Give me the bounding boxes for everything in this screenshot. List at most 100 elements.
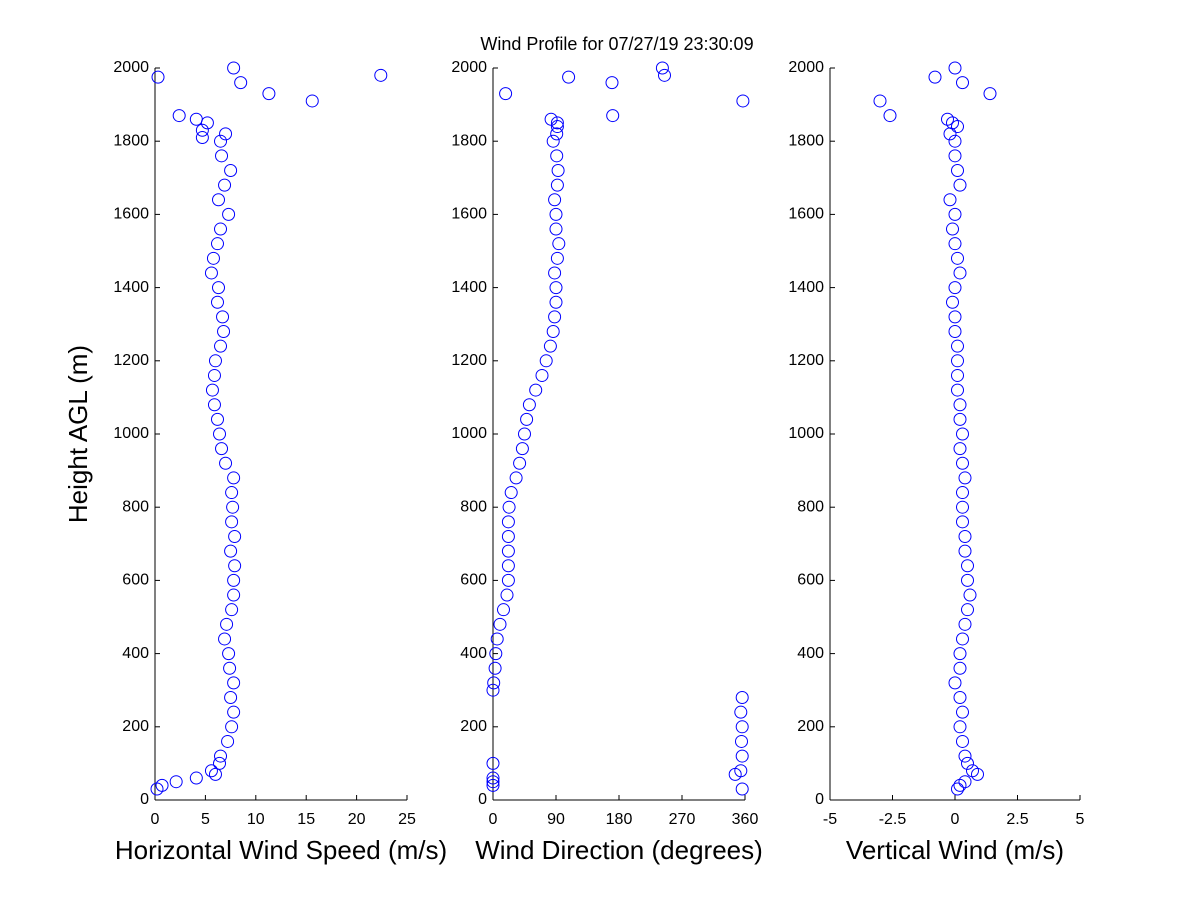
data-point — [501, 544, 515, 558]
chart-title: Wind Profile for 07/27/19 23:30:09 — [480, 34, 753, 54]
data-point — [497, 603, 510, 617]
data-point — [224, 544, 238, 558]
data-point — [262, 87, 276, 101]
data-point — [513, 456, 527, 470]
data-point — [222, 207, 236, 221]
data-point — [501, 515, 515, 529]
data-point — [486, 778, 500, 792]
y-tick-label: 1400 — [451, 279, 487, 296]
data-point — [189, 771, 203, 785]
x-tick-label: 90 — [547, 811, 565, 828]
x-axis-label: Wind Direction (degrees) — [475, 835, 763, 865]
y-tick-label: 1600 — [113, 206, 149, 223]
data-point — [948, 325, 962, 339]
data-point — [502, 500, 516, 514]
data-point — [953, 442, 967, 456]
data-point — [227, 705, 241, 719]
data-point — [953, 178, 967, 192]
data-point — [205, 383, 219, 397]
data-point — [956, 632, 969, 646]
y-tick-label: 0 — [478, 791, 487, 808]
data-point — [223, 661, 237, 675]
data-point — [204, 266, 218, 280]
data-point — [951, 782, 964, 796]
y-tick-label: 2000 — [788, 59, 824, 76]
x-tick-label: 270 — [669, 811, 696, 828]
y-tick-label: 1400 — [113, 279, 149, 296]
y-tick-label: 800 — [797, 498, 824, 515]
data-point — [214, 749, 228, 763]
data-point — [544, 112, 558, 126]
data-point — [214, 222, 228, 236]
data-point — [151, 70, 165, 84]
x-tick-label: 2.5 — [1006, 811, 1028, 828]
x-tick-label: 10 — [247, 811, 265, 828]
data-point — [562, 70, 576, 84]
data-point — [961, 559, 974, 573]
y-tick-label: 600 — [797, 572, 824, 589]
data-point — [958, 775, 972, 789]
data-point — [958, 617, 972, 631]
data-point — [493, 617, 507, 631]
data-point — [216, 310, 230, 324]
data-point — [217, 325, 231, 339]
data-point — [225, 720, 239, 734]
y-tick-label: 2000 — [113, 59, 149, 76]
data-point — [606, 109, 620, 123]
x-tick-label: 5 — [1076, 811, 1085, 828]
x-tick-label: 5 — [201, 811, 210, 828]
data-point — [956, 76, 969, 90]
data-point — [486, 775, 500, 789]
y-tick-label: 1800 — [451, 132, 487, 149]
data-point — [224, 691, 238, 705]
data-point — [552, 237, 566, 251]
y-tick-label: 1600 — [451, 206, 487, 223]
y-tick-label: 600 — [122, 572, 149, 589]
y-tick-label: 1800 — [113, 132, 149, 149]
data-point — [953, 647, 967, 661]
data-point — [501, 573, 515, 587]
y-tick-label: 200 — [122, 718, 149, 735]
data-point — [735, 782, 749, 796]
x-tick-label: 0 — [151, 811, 160, 828]
data-point — [658, 68, 671, 82]
data-point — [219, 127, 233, 141]
data-point — [225, 515, 239, 529]
data-point — [529, 383, 543, 397]
data-point — [551, 163, 565, 177]
data-point — [883, 109, 897, 123]
x-tick-label: 25 — [398, 811, 416, 828]
data-point — [953, 266, 967, 280]
data-point — [487, 676, 501, 690]
data-point — [504, 486, 518, 500]
x-tick-label: -5 — [823, 811, 837, 828]
x-axis-label: Vertical Wind (m/s) — [846, 835, 1064, 865]
data-point — [946, 295, 959, 309]
data-point — [948, 149, 962, 163]
data-point — [539, 354, 553, 368]
y-tick-label: 200 — [797, 718, 824, 735]
data-point — [956, 500, 969, 514]
x-tick-label: -2.5 — [879, 811, 907, 828]
data-point — [736, 94, 750, 108]
data-point — [214, 339, 228, 353]
y-tick-label: 400 — [797, 645, 824, 662]
data-point — [215, 442, 229, 456]
data-point — [548, 193, 562, 207]
data-point — [951, 354, 964, 368]
data-point — [961, 756, 974, 770]
data-point — [548, 266, 562, 280]
data-point — [948, 61, 962, 75]
data-point — [956, 486, 969, 500]
data-point — [222, 647, 236, 661]
data-point — [549, 207, 563, 221]
data-point — [207, 368, 221, 382]
data-point — [958, 749, 972, 763]
data-point — [958, 529, 972, 543]
data-point — [956, 456, 969, 470]
data-point — [735, 749, 749, 763]
y-tick-label: 1200 — [113, 352, 149, 369]
data-point — [489, 647, 503, 661]
data-point — [550, 178, 564, 192]
